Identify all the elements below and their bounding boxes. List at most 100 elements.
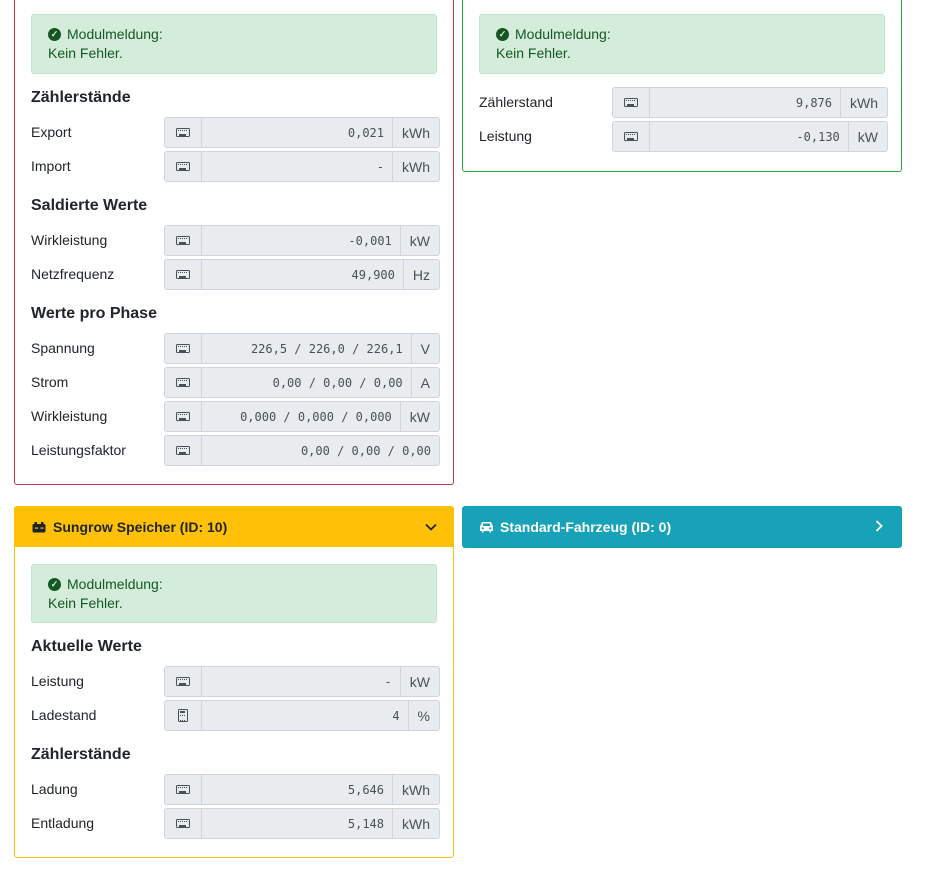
power-unit: kW bbox=[847, 122, 887, 151]
field-label: Strom bbox=[31, 374, 69, 390]
field-active-power: Wirkleistung -0,001 kW bbox=[31, 225, 440, 256]
chevron-down-icon[interactable] bbox=[424, 519, 438, 534]
export-input-group[interactable]: 0,021 kWh bbox=[164, 117, 440, 148]
module-status-alert: ✓ Modulmeldung: Kein Fehler. bbox=[31, 14, 437, 74]
battery-icon bbox=[31, 520, 47, 534]
field-label: Wirkleistung bbox=[31, 408, 108, 424]
power-input-group[interactable]: -0,130 kW bbox=[612, 121, 888, 152]
section-title-current: Aktuelle Werte bbox=[31, 638, 142, 655]
section-title-per-phase: Werte pro Phase bbox=[31, 305, 157, 322]
field-discharge: Entladung 5,148 kWh bbox=[31, 808, 440, 839]
field-import: Import - kWh bbox=[31, 151, 440, 182]
battery-card-header[interactable]: Sungrow Speicher (ID: 10) bbox=[14, 506, 454, 547]
field-phase-power: Wirkleistung 0,000 / 0,000 / 0,000 kW bbox=[31, 401, 440, 432]
keyboard-icon bbox=[165, 118, 202, 147]
charge-unit: kWh bbox=[392, 775, 439, 804]
calculator-icon bbox=[165, 701, 202, 730]
frequency-unit: Hz bbox=[402, 260, 439, 289]
battery-power-unit: kW bbox=[399, 667, 439, 696]
alert-message: Kein Fehler. bbox=[48, 45, 123, 61]
field-export: Export 0,021 kWh bbox=[31, 117, 440, 148]
inverter-card: ✓ Modulmeldung: Kein Fehler. Zählerstand … bbox=[462, 0, 902, 172]
keyboard-icon bbox=[165, 775, 202, 804]
keyboard-icon bbox=[165, 226, 202, 255]
field-label: Netzfrequenz bbox=[31, 266, 115, 282]
keyboard-icon bbox=[165, 260, 202, 289]
keyboard-icon bbox=[165, 667, 202, 696]
field-label: Ladung bbox=[31, 781, 78, 797]
field-label: Leistung bbox=[479, 128, 532, 144]
alert-title: Modulmeldung: bbox=[515, 26, 611, 42]
battery-card: Sungrow Speicher (ID: 10) ✓ Modulmeldung:… bbox=[14, 506, 454, 858]
soc-input-group[interactable]: 4 % bbox=[164, 700, 440, 731]
field-label: Ladestand bbox=[31, 707, 97, 723]
import-unit: kWh bbox=[392, 152, 439, 181]
import-value[interactable]: - bbox=[202, 152, 392, 181]
soc-value[interactable]: 4 bbox=[202, 701, 408, 730]
current-input-group[interactable]: 0,00 / 0,00 / 0,00 A bbox=[164, 367, 440, 398]
chevron-right-icon[interactable] bbox=[872, 519, 886, 535]
phase-power-input-group[interactable]: 0,000 / 0,000 / 0,000 kW bbox=[164, 401, 440, 432]
power-factor-input-group[interactable]: 0,00 / 0,00 / 0,00 bbox=[164, 435, 440, 466]
battery-power-value[interactable]: - bbox=[202, 667, 400, 696]
field-label: Wirkleistung bbox=[31, 232, 108, 248]
alert-message: Kein Fehler. bbox=[48, 595, 123, 611]
keyboard-icon bbox=[165, 402, 202, 431]
meter-unit: kWh bbox=[840, 88, 887, 117]
field-charge: Ladung 5,646 kWh bbox=[31, 774, 440, 805]
soc-unit: % bbox=[407, 701, 439, 730]
current-value[interactable]: 0,00 / 0,00 / 0,00 bbox=[202, 368, 411, 397]
section-title-battery-meters: Zählerstände bbox=[31, 746, 131, 763]
field-battery-power: Leistung - kW bbox=[31, 666, 440, 697]
section-title-balanced: Saldierte Werte bbox=[31, 197, 148, 214]
field-soc: Ladestand 4 % bbox=[31, 700, 440, 731]
field-meter: Zählerstand 9,876 kWh bbox=[479, 87, 888, 118]
power-factor-value[interactable]: 0,00 / 0,00 / 0,00 bbox=[202, 436, 439, 465]
check-circle-icon: ✓ bbox=[496, 28, 509, 41]
keyboard-icon bbox=[165, 152, 202, 181]
field-label: Zählerstand bbox=[479, 94, 553, 110]
voltage-value[interactable]: 226,5 / 226,0 / 226,1 bbox=[202, 334, 411, 363]
field-label: Entladung bbox=[31, 815, 95, 831]
field-power: Leistung -0,130 kW bbox=[479, 121, 888, 152]
discharge-input-group[interactable]: 5,148 kWh bbox=[164, 808, 440, 839]
module-status-alert: ✓ Modulmeldung: Kein Fehler. bbox=[479, 14, 885, 74]
keyboard-icon bbox=[613, 122, 650, 151]
meter-input-group[interactable]: 9,876 kWh bbox=[612, 87, 888, 118]
vehicle-card-title: Standard-Fahrzeug (ID: 0) bbox=[500, 519, 672, 535]
field-current: Strom 0,00 / 0,00 / 0,00 A bbox=[31, 367, 440, 398]
charge-value[interactable]: 5,646 bbox=[202, 775, 392, 804]
discharge-value[interactable]: 5,148 bbox=[202, 809, 392, 838]
keyboard-icon bbox=[165, 368, 202, 397]
power-value[interactable]: -0,130 bbox=[650, 122, 848, 151]
frequency-value[interactable]: 49,900 bbox=[202, 260, 403, 289]
field-power-factor: Leistungsfaktor 0,00 / 0,00 / 0,00 bbox=[31, 435, 440, 466]
alert-title: Modulmeldung: bbox=[67, 26, 163, 42]
module-status-alert: ✓ Modulmeldung: Kein Fehler. bbox=[31, 564, 437, 623]
discharge-unit: kWh bbox=[392, 809, 439, 838]
field-label: Leistung bbox=[31, 673, 84, 689]
field-frequency: Netzfrequenz 49,900 Hz bbox=[31, 259, 440, 290]
field-label: Export bbox=[31, 124, 72, 140]
section-title-meters: Zählerstände bbox=[31, 89, 131, 106]
active-power-input-group[interactable]: -0,001 kW bbox=[164, 225, 440, 256]
alert-message: Kein Fehler. bbox=[496, 45, 571, 61]
active-power-value[interactable]: -0,001 bbox=[202, 226, 400, 255]
car-icon bbox=[478, 520, 494, 534]
keyboard-icon bbox=[165, 334, 202, 363]
export-value[interactable]: 0,021 bbox=[202, 118, 392, 147]
vehicle-card-header[interactable]: Standard-Fahrzeug (ID: 0) bbox=[462, 506, 902, 548]
charge-input-group[interactable]: 5,646 kWh bbox=[164, 774, 440, 805]
phase-power-unit: kW bbox=[399, 402, 439, 431]
check-circle-icon: ✓ bbox=[48, 578, 61, 591]
import-input-group[interactable]: - kWh bbox=[164, 151, 440, 182]
field-label: Leistungsfaktor bbox=[31, 442, 126, 458]
phase-power-value[interactable]: 0,000 / 0,000 / 0,000 bbox=[202, 402, 400, 431]
voltage-input-group[interactable]: 226,5 / 226,0 / 226,1 V bbox=[164, 333, 440, 364]
battery-power-input-group[interactable]: - kW bbox=[164, 666, 440, 697]
meter-value[interactable]: 9,876 bbox=[650, 88, 840, 117]
field-label: Import bbox=[31, 158, 71, 174]
frequency-input-group[interactable]: 49,900 Hz bbox=[164, 259, 440, 290]
voltage-unit: V bbox=[410, 334, 439, 363]
field-voltage: Spannung 226,5 / 226,0 / 226,1 V bbox=[31, 333, 440, 364]
